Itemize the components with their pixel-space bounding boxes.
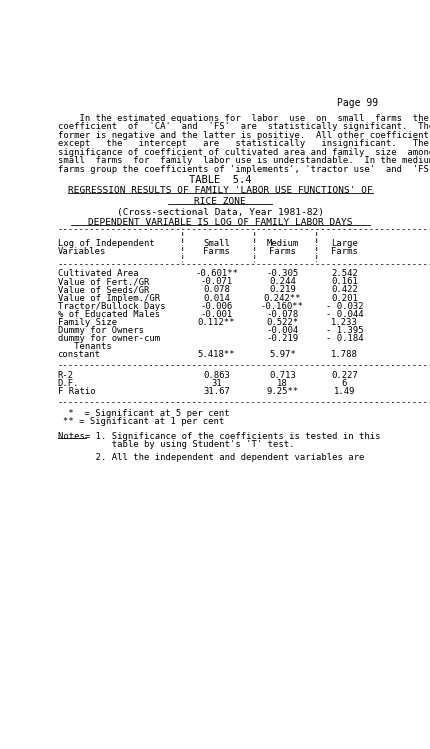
Text: 0.242**: 0.242** <box>264 294 301 303</box>
Text: Medium: Medium <box>266 239 298 248</box>
Text: !: ! <box>179 239 184 248</box>
Text: !: ! <box>252 255 257 264</box>
Text: !: ! <box>179 247 184 256</box>
Text: REGRESSION RESULTS OF FAMILY 'LABOR USE FUNCTIONS' OF: REGRESSION RESULTS OF FAMILY 'LABOR USE … <box>68 187 373 195</box>
Text: In the estimated equations for  labor  use  on  small  farms  the: In the estimated equations for labor use… <box>58 114 429 123</box>
Text: -0.305: -0.305 <box>266 270 298 279</box>
Text: -0.160**: -0.160** <box>261 302 304 311</box>
Text: ------------------------------------------------------------------------: ----------------------------------------… <box>58 260 430 269</box>
Text: F Ratio: F Ratio <box>58 386 95 395</box>
Text: -0.071: -0.071 <box>200 277 233 286</box>
Text: Value of Seeds/GR: Value of Seeds/GR <box>58 285 149 294</box>
Text: 0.522*: 0.522* <box>266 318 298 327</box>
Text: 5.97*: 5.97* <box>269 350 296 359</box>
Text: 31.67: 31.67 <box>203 386 230 395</box>
Text: -0.219: -0.219 <box>266 334 298 343</box>
Text: 9.25**: 9.25** <box>266 386 298 395</box>
Text: 2. All the independent and dependent variables are: 2. All the independent and dependent var… <box>58 452 364 461</box>
Text: !: ! <box>179 255 184 264</box>
Text: 0.201: 0.201 <box>331 294 358 303</box>
Text: 1.788: 1.788 <box>331 350 358 359</box>
Text: 0.713: 0.713 <box>269 371 296 380</box>
Text: !: ! <box>252 231 257 240</box>
Text: Family Size: Family Size <box>58 318 117 327</box>
Text: -0.006: -0.006 <box>200 302 233 311</box>
Text: 0.244: 0.244 <box>269 277 296 286</box>
Text: -0.601**: -0.601** <box>195 270 238 279</box>
Text: % of Educated Males: % of Educated Males <box>58 310 160 319</box>
Text: Small: Small <box>203 239 230 248</box>
Text: except   the   intercept   are   statistically   insignificant.   The: except the intercept are statistically i… <box>58 139 429 148</box>
Text: -0.004: -0.004 <box>266 326 298 335</box>
Text: 0.422: 0.422 <box>331 285 358 294</box>
Text: !: ! <box>313 247 319 256</box>
Text: 0.219: 0.219 <box>269 285 296 294</box>
Text: 1.233: 1.233 <box>331 318 358 327</box>
Text: -0.078: -0.078 <box>266 310 298 319</box>
Text: Variables: Variables <box>58 247 106 256</box>
Text: - 0.032: - 0.032 <box>326 302 363 311</box>
Text: - 1.395: - 1.395 <box>326 326 363 335</box>
Text: -0.001: -0.001 <box>200 310 233 319</box>
Text: Log of Independent: Log of Independent <box>58 239 154 248</box>
Text: !: ! <box>313 231 319 240</box>
Text: dummy for owner-cum: dummy for owner-cum <box>58 334 160 343</box>
Text: significance of coefficient of cultivated area and family  size  among: significance of coefficient of cultivate… <box>58 148 430 157</box>
Text: 31: 31 <box>211 379 222 388</box>
Text: ------------------------------------------------------------------------: ----------------------------------------… <box>58 361 430 370</box>
Text: 0.161: 0.161 <box>331 277 358 286</box>
Text: !: ! <box>313 239 319 248</box>
Text: former is negative and the latter is positive.  All other coefficients: former is negative and the latter is pos… <box>58 130 430 140</box>
Text: Notes= 1. Significance of the coefficients is tested in this: Notes= 1. Significance of the coefficien… <box>58 431 380 440</box>
Text: Dummy for Owners: Dummy for Owners <box>58 326 144 335</box>
Text: !: ! <box>252 247 257 256</box>
Text: 18: 18 <box>277 379 288 388</box>
Text: farms group the coefficients of 'implements', 'tractor use'  and  'FS': farms group the coefficients of 'impleme… <box>58 165 430 174</box>
Text: coefficient  of  'CA'  and  'FS'  are  statistically significant.  The: coefficient of 'CA' and 'FS' are statist… <box>58 122 430 131</box>
Text: D.F.: D.F. <box>58 379 79 388</box>
Text: constant: constant <box>58 350 101 359</box>
Text: Cultivated Area: Cultivated Area <box>58 270 138 279</box>
Text: !: ! <box>252 239 257 248</box>
Text: !: ! <box>179 231 184 240</box>
Text: DEPENDENT VARIABLE IS LOG OF FAMILY LABOR DAYS: DEPENDENT VARIABLE IS LOG OF FAMILY LABO… <box>88 219 353 228</box>
Text: TABLE  5.4: TABLE 5.4 <box>189 175 252 185</box>
Text: ------------------------------------------------------------------------: ----------------------------------------… <box>58 398 430 407</box>
Text: Value of Implem./GR: Value of Implem./GR <box>58 294 160 303</box>
Text: 5.418**: 5.418** <box>198 350 235 359</box>
Text: 0.863: 0.863 <box>203 371 230 380</box>
Text: Farms: Farms <box>331 247 358 256</box>
Text: Large: Large <box>331 239 358 248</box>
Text: 0.014: 0.014 <box>203 294 230 303</box>
Text: - 0.044: - 0.044 <box>326 310 363 319</box>
Text: small  farms  for  family  labor use is understandable.  In the medium: small farms for family labor use is unde… <box>58 156 430 165</box>
Text: Tractor/Bullock Days: Tractor/Bullock Days <box>58 302 165 311</box>
Text: Farms: Farms <box>269 247 296 256</box>
Text: 0.227: 0.227 <box>331 371 358 380</box>
Text: Farms: Farms <box>203 247 230 256</box>
Text: ** = Significant at 1 per cent: ** = Significant at 1 per cent <box>63 417 224 426</box>
Text: RICE ZONE: RICE ZONE <box>194 197 246 206</box>
Text: (Cross-sectional Data, Year 1981-82): (Cross-sectional Data, Year 1981-82) <box>117 207 324 216</box>
Text: *  = Significant at 5 per cent: * = Significant at 5 per cent <box>63 409 230 418</box>
Text: 6: 6 <box>342 379 347 388</box>
Text: R-2: R-2 <box>58 371 74 380</box>
Text: - 0.184: - 0.184 <box>326 334 363 343</box>
Text: 0.078: 0.078 <box>203 285 230 294</box>
Text: !: ! <box>313 255 319 264</box>
Text: Value of Fert./GR: Value of Fert./GR <box>58 277 149 286</box>
Text: 1.49: 1.49 <box>334 386 355 395</box>
Text: table by using Student's 'T' test.: table by using Student's 'T' test. <box>58 440 294 449</box>
Text: ------------------------------------------------------------------------: ----------------------------------------… <box>58 225 430 234</box>
Text: 2.542: 2.542 <box>331 270 358 279</box>
Text: 0.112**: 0.112** <box>198 318 235 327</box>
Text: Page 99: Page 99 <box>337 98 378 109</box>
Text: Tenants: Tenants <box>58 342 111 351</box>
